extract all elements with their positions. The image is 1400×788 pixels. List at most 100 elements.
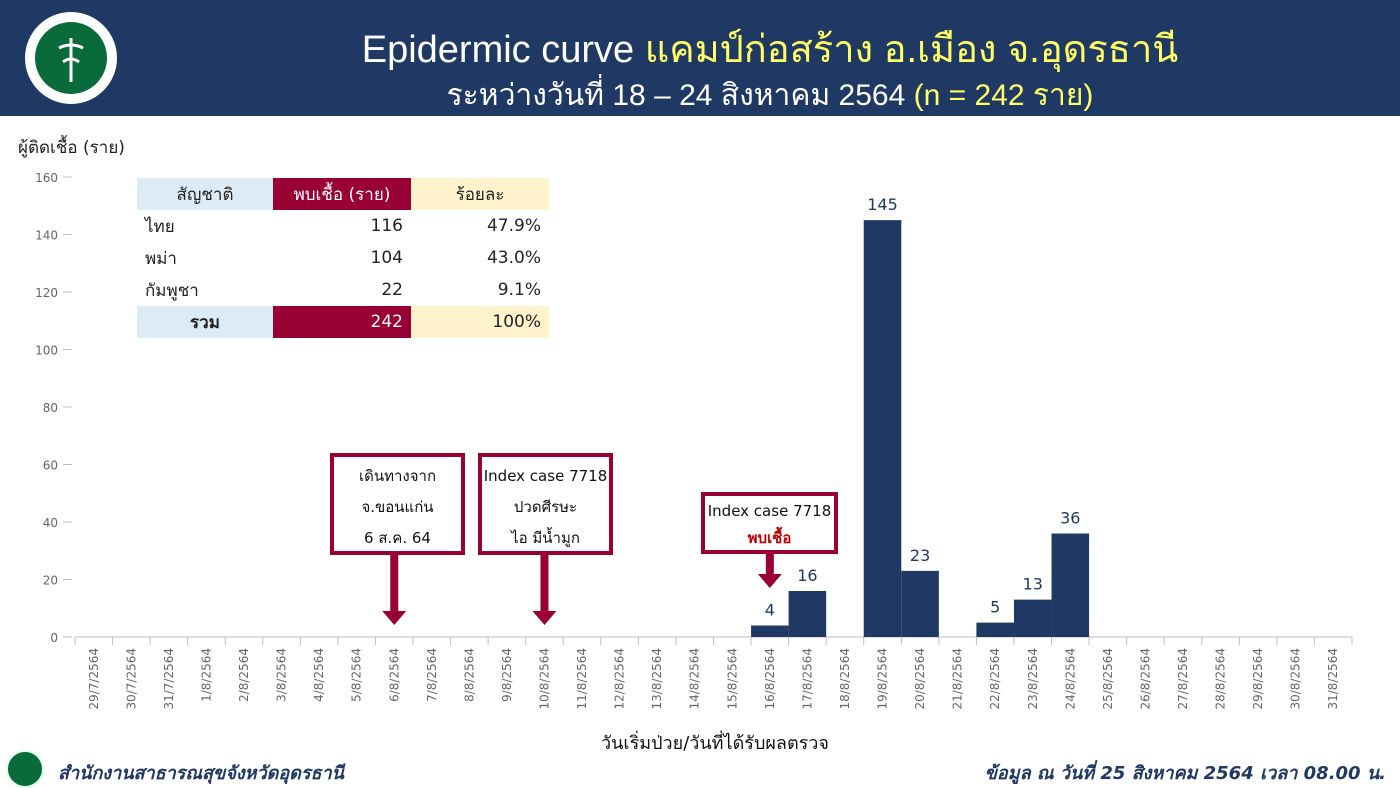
y-tick-label: 60 (43, 459, 58, 473)
subtitle-count: (n = 242 ราย) (913, 79, 1094, 112)
x-tick-label: 28/8/2564 (1214, 648, 1228, 710)
table-cell: 242 (273, 306, 411, 338)
y-tick-label: 160 (35, 171, 58, 185)
annotation-box: Index case 7718 พบเชื้อ (701, 492, 838, 554)
x-tick-label: 8/8/2564 (462, 648, 476, 702)
title-thai: แคมป์ก่อสร้าง อ.เมือง จ.อุดรธานี (644, 29, 1179, 71)
x-tick-label: 15/8/2564 (725, 648, 739, 710)
x-tick-label: 18/8/2564 (838, 648, 852, 710)
bar-value-label: 145 (867, 195, 898, 214)
y-tick-label: 80 (43, 401, 58, 415)
annotation-arrow-head-icon (532, 611, 557, 625)
bar-value-label: 16 (797, 566, 817, 585)
table-cell: พม่า (145, 248, 177, 269)
annotation-arrow-head-icon (382, 611, 407, 625)
x-tick-label: 29/7/2564 (87, 648, 101, 710)
annotation-arrow-shaft (765, 554, 774, 574)
page-subtitle: ระหว่างวันที่ 18 – 24 สิงหาคม 2564 (n = … (0, 72, 1400, 119)
x-tick-label: 22/8/2564 (988, 648, 1002, 710)
bar-value-label: 23 (910, 546, 930, 565)
table-total-row: รวม 242 100% (137, 306, 549, 338)
annotation-line: ไอ มีน้ำมูก (511, 529, 580, 547)
table-cell: รวม (137, 306, 273, 338)
bar-value-label: 13 (1023, 575, 1043, 594)
bar-value-label: 36 (1060, 509, 1080, 528)
table-cell: 104 (370, 248, 403, 268)
ministry-logo (25, 12, 117, 104)
y-tick-label: 100 (35, 344, 58, 358)
annotation-line: พบเชื้อ (747, 529, 792, 547)
table-cell: 47.9% (486, 216, 541, 236)
annotation-arrow-head-icon (757, 574, 782, 588)
table-row: พม่า 104 43.0% (137, 242, 549, 274)
bar-value-label: 5 (990, 598, 1000, 617)
footer-logo (6, 750, 44, 788)
table-cell: ไทย (145, 216, 175, 237)
bar-value-label: 4 (765, 601, 775, 620)
x-tick-label: 4/8/2564 (312, 648, 326, 702)
table-cell: 9.1% (497, 280, 541, 300)
annotation-line: Index case 7718 (483, 467, 608, 485)
title-english: Epidermic curve (361, 29, 635, 71)
x-tick-label: 9/8/2564 (500, 648, 514, 702)
x-tick-label: 19/8/2564 (876, 648, 890, 710)
x-tick-label: 29/8/2564 (1251, 648, 1265, 710)
x-tick-label: 12/8/2564 (613, 648, 627, 710)
bar (901, 570, 939, 637)
y-tick-label: 120 (35, 286, 58, 300)
x-tick-label: 1/8/2564 (199, 648, 213, 702)
x-tick-label: 14/8/2564 (688, 648, 702, 710)
x-tick-label: 31/8/2564 (1326, 648, 1340, 710)
annotation-box: Index case 7718 ปวดศีรษะ ไอ มีน้ำมูก (478, 453, 613, 555)
table-header: สัญชาติ (137, 178, 273, 210)
x-tick-label: 17/8/2564 (800, 648, 814, 710)
table-row: ไทย 116 47.9% (137, 210, 549, 242)
x-tick-label: 3/8/2564 (275, 648, 289, 702)
x-tick-label: 26/8/2564 (1138, 648, 1152, 710)
page-title: Epidermic curve แคมป์ก่อสร้าง อ.เมือง จ.… (0, 18, 1400, 79)
annotation-arrow-shaft (390, 555, 399, 611)
x-axis-label: วันเริ่มป่วย/วันที่ได้รับผลตรวจ (601, 733, 829, 754)
x-tick-label: 2/8/2564 (237, 648, 251, 702)
y-tick-label: 0 (50, 631, 58, 645)
table-header: พบเชื้อ (ราย) (273, 178, 411, 210)
annotation-line: ปวดศีรษะ (513, 498, 578, 516)
table-row: กัมพูชา 22 9.1% (137, 274, 549, 306)
y-tick-label: 140 (35, 229, 58, 243)
x-tick-label: 30/7/2564 (124, 648, 138, 710)
bar (976, 622, 1014, 637)
header-banner: Epidermic curve แคมป์ก่อสร้าง อ.เมือง จ.… (0, 0, 1400, 116)
table-cell: 43.0% (486, 248, 541, 268)
x-tick-label: 30/8/2564 (1289, 648, 1303, 710)
table-cell: 100% (411, 306, 549, 338)
nationality-table: สัญชาติ พบเชื้อ (ราย) ร้อยละ ไทย 116 47.… (137, 178, 549, 338)
subtitle-date-range: ระหว่างวันที่ 18 – 24 สิงหาคม 2564 (446, 79, 906, 112)
bar (1013, 599, 1052, 637)
bar (751, 625, 789, 637)
x-tick-label: 10/8/2564 (537, 648, 551, 710)
x-tick-label: 11/8/2564 (575, 648, 589, 710)
x-tick-label: 7/8/2564 (425, 648, 439, 702)
annotation-line: จ.ขอนแก่น (361, 498, 434, 516)
y-axis-label: ผู้ติดเชื้อ (ราย) (18, 138, 125, 158)
x-tick-label: 24/8/2564 (1063, 648, 1077, 710)
x-tick-label: 23/8/2564 (1026, 648, 1040, 710)
table-cell: 22 (381, 280, 403, 300)
x-tick-label: 27/8/2564 (1176, 648, 1190, 710)
bar (1051, 533, 1090, 637)
annotation-arrow-shaft (540, 555, 549, 611)
x-tick-label: 6/8/2564 (387, 648, 401, 702)
x-tick-label: 25/8/2564 (1101, 648, 1115, 710)
table-cell: กัมพูชา (145, 280, 199, 301)
x-tick-label: 16/8/2564 (763, 648, 777, 710)
x-tick-label: 5/8/2564 (350, 648, 364, 702)
x-tick-label: 13/8/2564 (650, 648, 664, 710)
table-cell: 116 (370, 216, 403, 236)
annotation-line: Index case 7718 (707, 502, 832, 520)
y-tick-label: 40 (43, 516, 58, 530)
bar (788, 591, 827, 637)
footer-data-timestamp: ข้อมูล ณ วันที่ 25 สิงหาคม 2564 เวลา 08.… (984, 763, 1386, 784)
x-tick-label: 31/7/2564 (162, 648, 176, 710)
table-header-row: สัญชาติ พบเชื้อ (ราย) ร้อยละ (137, 178, 549, 210)
